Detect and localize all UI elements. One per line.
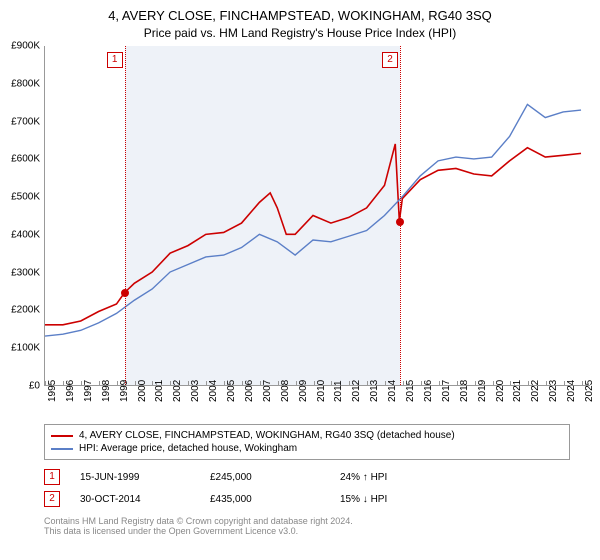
x-tick-label: 2002 (172, 380, 183, 402)
y-tick-label: £500K (11, 192, 40, 203)
table-row: 1 15-JUN-1999 £245,000 24% ↑ HPI (44, 466, 570, 488)
y-tick-label: £800K (11, 78, 40, 89)
transaction-diff: 15% ↓ HPI (340, 494, 450, 505)
x-tick-label: 2007 (262, 380, 273, 402)
y-tick-label: £700K (11, 116, 40, 127)
x-tick-label: 2021 (512, 380, 523, 402)
event-line (400, 46, 401, 385)
x-tick-label: 2010 (316, 380, 327, 402)
transaction-date: 30-OCT-2014 (80, 494, 190, 505)
x-tick-label: 2013 (369, 380, 380, 402)
y-tick-label: £400K (11, 229, 40, 240)
x-tick-label: 2024 (566, 380, 577, 402)
x-tick-label: 1996 (65, 380, 76, 402)
chart-area: £0£100K£200K£300K£400K£500K£600K£700K£80… (30, 46, 590, 416)
legend-label: 4, AVERY CLOSE, FINCHAMPSTEAD, WOKINGHAM… (79, 430, 455, 441)
transaction-price: £245,000 (210, 472, 320, 483)
transaction-date: 15-JUN-1999 (80, 472, 190, 483)
footer-line: Contains HM Land Registry data © Crown c… (44, 516, 570, 526)
transaction-badge: 2 (44, 491, 60, 507)
x-tick-label: 2012 (351, 380, 362, 402)
x-tick-label: 2009 (298, 380, 309, 402)
x-tick-label: 2005 (226, 380, 237, 402)
footer-line: This data is licensed under the Open Gov… (44, 526, 570, 536)
transaction-price: £435,000 (210, 494, 320, 505)
x-tick-label: 1997 (83, 380, 94, 402)
y-tick-label: £200K (11, 305, 40, 316)
x-tick-label: 2015 (405, 380, 416, 402)
y-axis: £0 £100K £200K £300K £400K £500K £600K £700K £80… (0, 46, 40, 416)
x-tick-label: 2006 (244, 380, 255, 402)
x-tick-label: 1999 (119, 380, 130, 402)
event-line (125, 46, 126, 385)
transaction-badge: 1 (44, 469, 60, 485)
y-tick-label: £300K (11, 267, 40, 278)
footer: Contains HM Land Registry data © Crown c… (44, 516, 570, 536)
x-tick-label: 2017 (441, 380, 452, 402)
x-tick-label: 2001 (154, 380, 165, 402)
y-tick-label: £600K (11, 154, 40, 165)
x-tick-label: 2020 (495, 380, 506, 402)
x-tick-label: 1995 (47, 380, 58, 402)
transactions-table: 1 15-JUN-1999 £245,000 24% ↑ HPI 2 30-OC… (44, 466, 570, 510)
x-tick-label: 2003 (190, 380, 201, 402)
x-tick-label: 2018 (459, 380, 470, 402)
legend-swatch (51, 448, 73, 450)
y-tick-label: £0 (29, 381, 40, 392)
x-tick-label: 1998 (101, 380, 112, 402)
x-tick-label: 2014 (387, 380, 398, 402)
event-badge: 2 (382, 52, 398, 68)
event-badge: 1 (107, 52, 123, 68)
x-tick-label: 2000 (137, 380, 148, 402)
x-tick-label: 2011 (333, 380, 344, 402)
x-tick-label: 2022 (530, 380, 541, 402)
transaction-diff: 24% ↑ HPI (340, 472, 450, 483)
y-tick-label: £900K (11, 41, 40, 52)
x-tick-label: 2019 (477, 380, 488, 402)
legend-swatch (51, 435, 73, 437)
x-tick-label: 2023 (548, 380, 559, 402)
x-tick-label: 2025 (584, 380, 595, 402)
x-axis: 1995199619971998199920002001200220032004… (44, 386, 590, 416)
plot-area: 12 (44, 46, 590, 386)
y-tick-label: £100K (11, 343, 40, 354)
legend: 4, AVERY CLOSE, FINCHAMPSTEAD, WOKINGHAM… (44, 424, 570, 460)
legend-label: HPI: Average price, detached house, Woki… (79, 443, 297, 454)
event-dot (121, 289, 129, 297)
event-dot (396, 218, 404, 226)
chart-title: 4, AVERY CLOSE, FINCHAMPSTEAD, WOKINGHAM… (0, 0, 600, 23)
x-tick-label: 2016 (423, 380, 434, 402)
x-tick-label: 2008 (280, 380, 291, 402)
x-tick-label: 2004 (208, 380, 219, 402)
table-row: 2 30-OCT-2014 £435,000 15% ↓ HPI (44, 488, 570, 510)
chart-subtitle: Price paid vs. HM Land Registry's House … (0, 23, 600, 46)
